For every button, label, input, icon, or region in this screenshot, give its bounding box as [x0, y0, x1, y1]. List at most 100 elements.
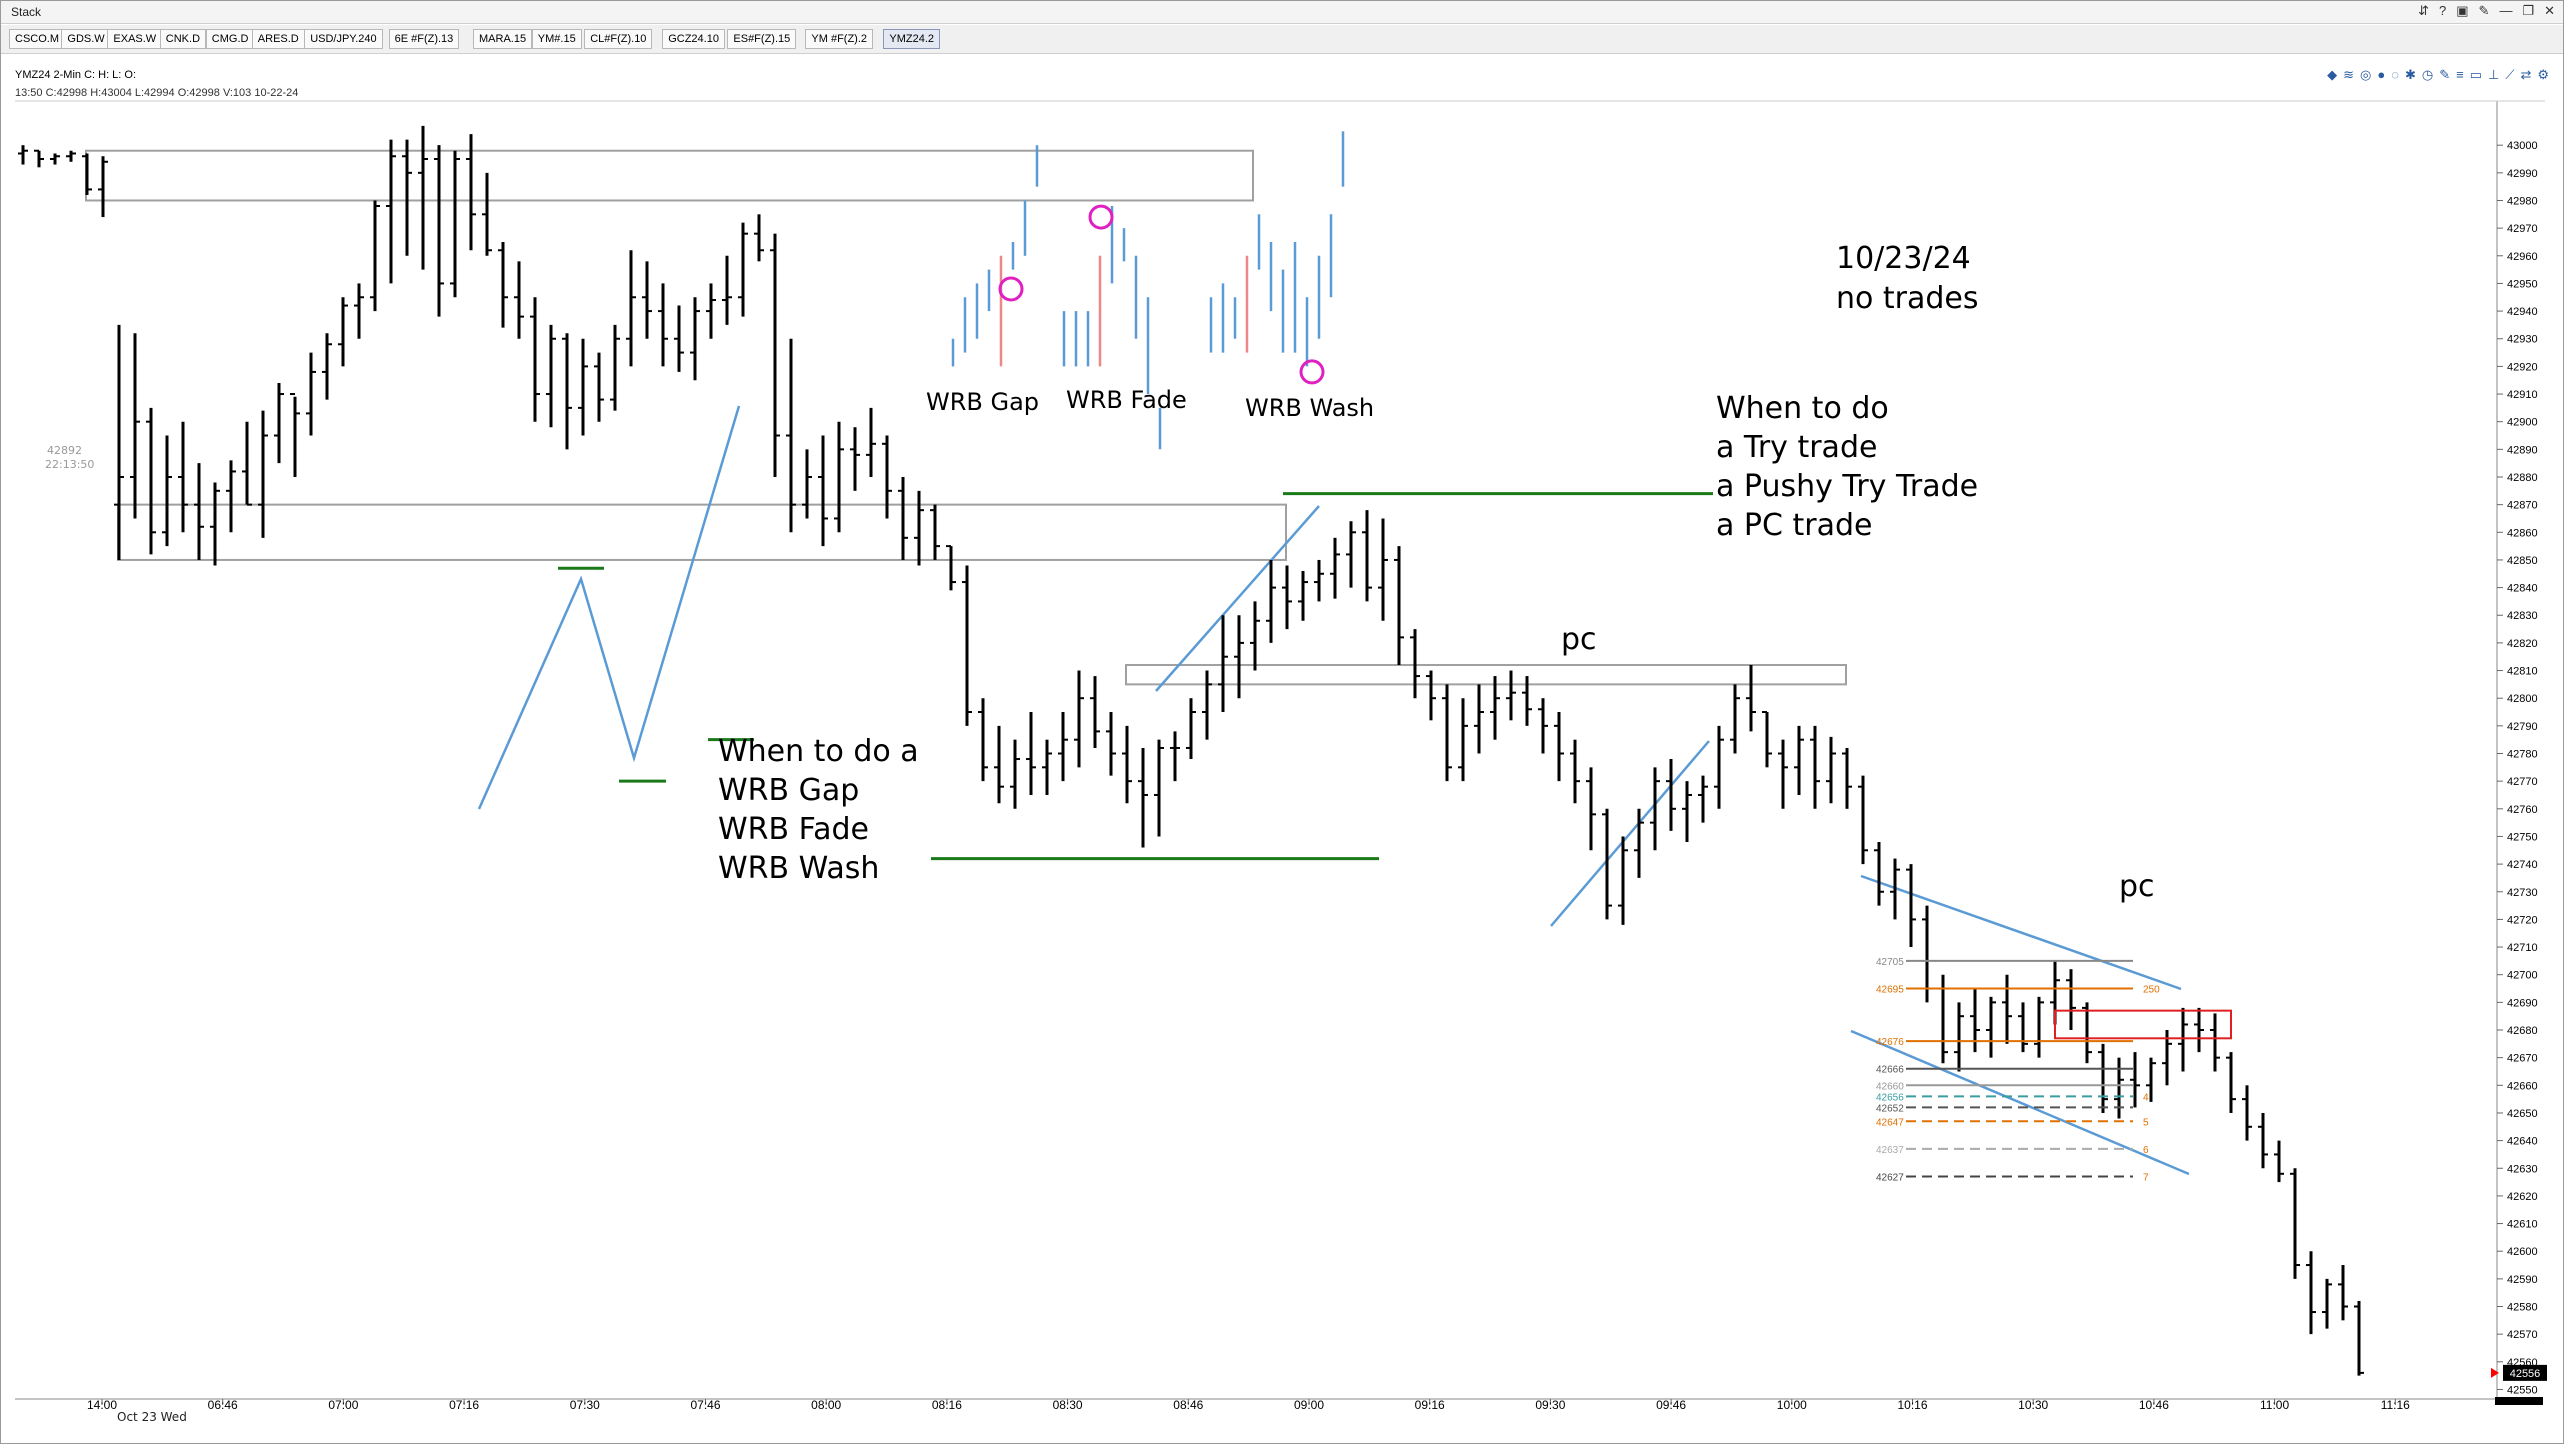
ring-icon[interactable]: ◌: [2391, 67, 2399, 82]
y-tick-label: 42880: [2507, 472, 2538, 484]
y-tick-label: 42570: [2507, 1329, 2538, 1341]
window-controls: ⇵ ? ▣ ✎ — ❐ ✕: [2418, 3, 2555, 19]
y-tick-label: 42950: [2507, 278, 2538, 290]
date-note: 10/23/24 no trades: [1836, 241, 1979, 316]
y-tick-label: 42940: [2507, 306, 2538, 318]
layers-icon[interactable]: ≋: [2343, 67, 2355, 82]
level-price-label: 42627: [1876, 1173, 1904, 1184]
x-tick-label: 10:30: [2018, 1398, 2048, 1412]
y-tick-label: 42650: [2507, 1108, 2538, 1120]
symbol-tab[interactable]: ARES.D: [251, 29, 305, 49]
y-tick-label: 42620: [2507, 1191, 2538, 1203]
scale-icon[interactable]: ⇄: [2520, 67, 2532, 82]
y-tick-label: 42890: [2507, 444, 2538, 456]
y-tick-label: 42840: [2507, 583, 2538, 595]
x-tick-label: 14:00: [87, 1398, 117, 1412]
y-tick-label: 42810: [2507, 666, 2538, 678]
help-icon[interactable]: ?: [2439, 3, 2447, 18]
y-tick-label: 42590: [2507, 1274, 2538, 1286]
x-tick-label: 09:16: [1415, 1398, 1445, 1412]
y-tick-label: 42980: [2507, 195, 2538, 207]
pc-label-1: pc: [1561, 622, 1597, 657]
box-icon[interactable]: ▭: [2469, 67, 2482, 82]
restore-button[interactable]: ❐: [2522, 3, 2535, 18]
y-tick-label: 42910: [2507, 389, 2538, 401]
y-tick-label: 42700: [2507, 970, 2538, 982]
highlight-circle: [1299, 359, 1325, 385]
layout-icon[interactable]: ▣: [2456, 3, 2469, 18]
x-tick-label: 06:46: [208, 1398, 238, 1412]
trend-icon[interactable]: ⟋: [2505, 67, 2515, 82]
chart-toolstrip: ◆ ≋ ◎ ● ◌ ✱ ◷ ✎ ≡ ▭ ⊥ ⟋ ⇄ ⚙: [2327, 67, 2549, 83]
level-price-label: 42656: [1876, 1092, 1904, 1103]
level-tag: 250: [2143, 985, 2160, 996]
price-zone-box: [85, 149, 1254, 202]
x-tick-label: 08:30: [1053, 1398, 1083, 1412]
close-button[interactable]: ✕: [2544, 3, 2555, 18]
y-tick-label: 42780: [2507, 749, 2538, 761]
lines-icon[interactable]: ≡: [2456, 67, 2464, 82]
trend-line: [1860, 874, 2182, 991]
gear-icon[interactable]: ✱: [2404, 67, 2416, 82]
level-price-label: 42705: [1876, 957, 1904, 968]
y-tick-label: 42870: [2507, 500, 2538, 512]
symbol-tab[interactable]: CNK.D: [159, 29, 207, 49]
y-tick-label: 42830: [2507, 610, 2538, 622]
price-arrow-icon: [2491, 1367, 2499, 1378]
symbol-tab[interactable]: YMZ24.2: [883, 29, 941, 49]
symbol-tab[interactable]: CSCO.M: [9, 29, 65, 49]
symbol-tab[interactable]: 6E #F(Z).13: [388, 29, 460, 49]
x-tick-label: 07:00: [328, 1398, 358, 1412]
sort-icon[interactable]: ⇵: [2418, 3, 2429, 18]
y-tick-label: 42820: [2507, 638, 2538, 650]
x-tick-label: 08:16: [932, 1398, 962, 1412]
edit-icon[interactable]: ✎: [2478, 3, 2490, 18]
x-tick-label: 09:46: [1656, 1398, 1686, 1412]
x-tick-label: 08:00: [811, 1398, 841, 1412]
symbol-tab[interactable]: CL#F(Z).10: [584, 29, 653, 49]
wrb-fade-label: WRB Fade: [1066, 386, 1187, 414]
pc-label-2: pc: [2119, 869, 2155, 904]
chart-icon[interactable]: ◆: [2327, 67, 2338, 82]
target-icon[interactable]: ◎: [2360, 67, 2372, 82]
level-price-label: 42695: [1876, 985, 1904, 996]
y-tick-label: 42850: [2507, 555, 2538, 567]
circle-icon[interactable]: ●: [2377, 67, 2386, 82]
level-price-label: 42647: [1876, 1117, 1904, 1128]
y-tick-label: 42690: [2507, 997, 2538, 1009]
y-tick-label: 42990: [2507, 168, 2538, 180]
symbol-tab[interactable]: MARA.15: [473, 29, 533, 49]
symbol-tab[interactable]: EXAS.W: [107, 29, 163, 49]
level-tag: 7: [2143, 1173, 2149, 1184]
y-tick-label: 42740: [2507, 859, 2538, 871]
level-price-label: 42676: [1876, 1037, 1904, 1048]
symbol-tab[interactable]: USD/JPY.240: [304, 29, 383, 49]
symbol-tab-bar: CSCO.M GDS.W EXAS.W CNK.D CMG.D ARES.D USD/JPY…: [1, 25, 2563, 54]
symbol-tab[interactable]: GDS.W: [61, 29, 111, 49]
minimize-button[interactable]: —: [2499, 3, 2513, 18]
y-tick-label: 42580: [2507, 1302, 2538, 1314]
chart-ohlc-info: 13:50 C:42998 H:43004 L:42994 O:42998 V:…: [15, 87, 299, 99]
wrb-gap-label: WRB Gap: [926, 388, 1040, 416]
y-tick-label: 42930: [2507, 334, 2538, 346]
settings-icon[interactable]: ⚙: [2537, 67, 2549, 82]
chart-header: YMZ24 2-Min C: H: L: O:: [15, 69, 137, 81]
symbol-tab[interactable]: YM #F(Z).2: [805, 29, 874, 49]
y-tick-label: 42730: [2507, 887, 2538, 899]
ruler-icon[interactable]: ⊥: [2488, 67, 2500, 82]
clock-icon[interactable]: ◷: [2421, 67, 2434, 82]
level-tag: 4: [2143, 1092, 2149, 1103]
symbol-tab[interactable]: CMG.D: [205, 29, 255, 49]
level-tag: 6: [2143, 1145, 2149, 1156]
symbol-tab[interactable]: YM#.15: [531, 29, 582, 49]
level-price-label: 42637: [1876, 1145, 1904, 1156]
symbol-tab[interactable]: ES#F(Z).15: [727, 29, 797, 49]
y-tick-label: 42790: [2507, 721, 2538, 733]
y-tick-label: 42750: [2507, 831, 2538, 843]
symbol-tab[interactable]: GCZ24.10: [662, 29, 725, 49]
y-tick-label: 42900: [2507, 417, 2538, 429]
draw-icon[interactable]: ✎: [2439, 67, 2451, 82]
price-zone-box: [1125, 664, 1847, 686]
